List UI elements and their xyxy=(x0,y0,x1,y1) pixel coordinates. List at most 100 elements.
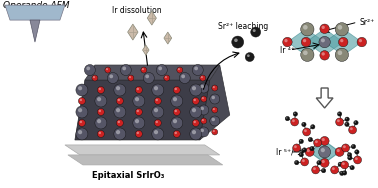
Circle shape xyxy=(200,75,206,81)
Circle shape xyxy=(84,64,95,76)
Circle shape xyxy=(322,169,324,171)
Circle shape xyxy=(294,160,299,165)
Circle shape xyxy=(320,51,329,60)
Circle shape xyxy=(345,123,347,124)
Circle shape xyxy=(338,37,348,47)
Circle shape xyxy=(200,107,204,110)
Circle shape xyxy=(310,146,314,151)
Circle shape xyxy=(302,159,305,162)
Circle shape xyxy=(199,83,209,93)
Circle shape xyxy=(303,128,311,136)
Text: Operando AFM: Operando AFM xyxy=(3,1,70,10)
Circle shape xyxy=(116,119,123,127)
Circle shape xyxy=(78,130,82,134)
Circle shape xyxy=(92,75,98,81)
Circle shape xyxy=(320,158,329,167)
Circle shape xyxy=(116,108,120,112)
Circle shape xyxy=(143,73,154,83)
Circle shape xyxy=(355,151,357,152)
Circle shape xyxy=(319,36,330,48)
Circle shape xyxy=(302,123,304,125)
Circle shape xyxy=(192,86,196,90)
Circle shape xyxy=(311,125,315,129)
Circle shape xyxy=(155,121,158,123)
Circle shape xyxy=(303,39,306,42)
Circle shape xyxy=(299,152,304,157)
Circle shape xyxy=(152,106,164,118)
Circle shape xyxy=(86,66,90,70)
Circle shape xyxy=(317,161,321,165)
Circle shape xyxy=(332,167,335,170)
Circle shape xyxy=(335,23,349,36)
Circle shape xyxy=(314,139,322,147)
Circle shape xyxy=(337,119,340,122)
Circle shape xyxy=(335,48,349,61)
Circle shape xyxy=(302,148,307,152)
Polygon shape xyxy=(68,155,223,165)
Circle shape xyxy=(194,121,196,123)
Circle shape xyxy=(128,75,134,81)
Circle shape xyxy=(293,112,297,116)
Polygon shape xyxy=(128,24,138,40)
Circle shape xyxy=(200,129,204,132)
Circle shape xyxy=(201,76,203,78)
Circle shape xyxy=(210,116,220,126)
Circle shape xyxy=(322,160,325,163)
Circle shape xyxy=(107,73,118,83)
Circle shape xyxy=(313,167,316,170)
Circle shape xyxy=(311,166,320,174)
Circle shape xyxy=(76,84,88,96)
Circle shape xyxy=(175,88,177,90)
Circle shape xyxy=(152,128,164,140)
Circle shape xyxy=(181,74,185,78)
Circle shape xyxy=(212,129,218,135)
Circle shape xyxy=(321,168,326,173)
Circle shape xyxy=(355,157,358,160)
Circle shape xyxy=(320,24,329,33)
Circle shape xyxy=(322,52,325,56)
Circle shape xyxy=(354,121,358,125)
Circle shape xyxy=(173,108,180,115)
Circle shape xyxy=(192,119,199,127)
Circle shape xyxy=(114,106,126,118)
Circle shape xyxy=(114,128,126,140)
Circle shape xyxy=(251,27,261,37)
Circle shape xyxy=(321,38,325,42)
Circle shape xyxy=(106,68,108,70)
Circle shape xyxy=(76,106,88,118)
Circle shape xyxy=(120,64,131,76)
Text: Sr²⁺: Sr²⁺ xyxy=(359,18,375,27)
Circle shape xyxy=(173,130,180,137)
Circle shape xyxy=(286,117,288,119)
Polygon shape xyxy=(200,65,230,140)
Polygon shape xyxy=(147,11,156,25)
Circle shape xyxy=(350,165,354,170)
Circle shape xyxy=(303,51,308,55)
Circle shape xyxy=(200,85,204,88)
Circle shape xyxy=(141,67,147,73)
Circle shape xyxy=(347,153,352,157)
Circle shape xyxy=(78,119,85,127)
Circle shape xyxy=(322,26,325,29)
Circle shape xyxy=(303,25,308,30)
Circle shape xyxy=(118,121,120,123)
Circle shape xyxy=(212,118,215,121)
Circle shape xyxy=(342,144,350,152)
Circle shape xyxy=(201,96,207,102)
Circle shape xyxy=(116,86,120,90)
Circle shape xyxy=(171,95,183,107)
Circle shape xyxy=(331,166,339,174)
Circle shape xyxy=(341,161,349,169)
Circle shape xyxy=(293,144,301,152)
Circle shape xyxy=(177,67,183,73)
Circle shape xyxy=(105,67,111,73)
Polygon shape xyxy=(5,5,65,20)
Circle shape xyxy=(78,98,85,105)
Circle shape xyxy=(133,95,145,107)
Polygon shape xyxy=(65,145,220,155)
Circle shape xyxy=(190,106,202,118)
Polygon shape xyxy=(310,141,339,163)
Circle shape xyxy=(155,99,158,101)
Circle shape xyxy=(173,119,177,123)
Polygon shape xyxy=(30,20,40,42)
